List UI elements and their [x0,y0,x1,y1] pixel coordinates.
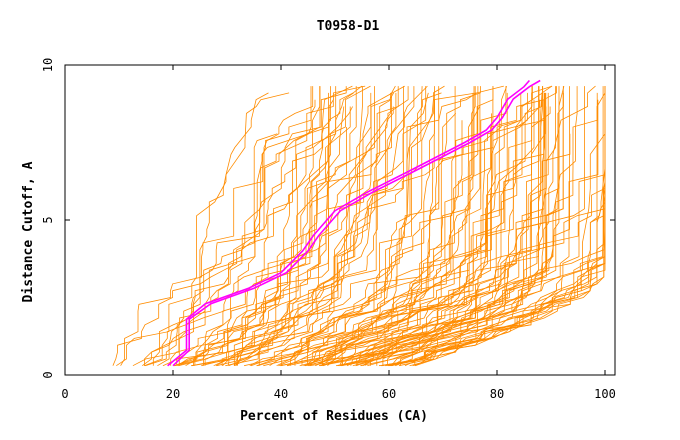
background-model-line [250,92,429,367]
background-model-line [257,85,445,367]
background-model-line [178,92,394,367]
background-model-line [258,85,428,366]
x-tick-label: 0 [61,387,68,401]
background-model-line [303,106,481,367]
background-model-line [378,86,565,367]
highlight-model-lines [167,79,541,367]
background-model-line [145,99,334,367]
x-tick-label: 40 [274,387,288,401]
background-model-line [191,86,375,367]
background-model-line [278,86,475,367]
background-model-line [178,99,316,366]
background-model-line [339,86,539,366]
background-model-line [132,133,278,367]
background-model-line [234,86,415,366]
background-model-line [318,86,533,367]
background-model-line [307,99,535,367]
background-model-line [361,99,545,367]
background-model-line [191,92,372,367]
background-model-line [414,99,606,366]
y-tick-label: 0 [41,371,55,378]
background-model-line [203,85,363,366]
background-model-line [201,85,405,367]
y-axis-label: Distance Cutoff, A [21,161,36,302]
background-model-line [152,86,314,366]
background-model-line [352,106,547,367]
background-model-line [342,92,528,366]
background-model-line [342,85,553,366]
background-model-line [404,86,606,367]
highlight-model-2-line [172,79,541,367]
y-tick-label: 10 [41,58,55,72]
background-model-line [233,92,397,366]
y-tick-label: 5 [41,216,55,223]
background-model-line [237,86,409,366]
background-model-line [120,86,312,366]
background-model-line [307,113,457,366]
background-model-line [355,86,570,367]
background-model-line [142,86,321,367]
background-model-line [249,92,478,367]
background-model-line [388,99,606,367]
background-model-line [162,85,353,367]
background-model-line [323,92,564,367]
background-model-line [304,86,494,367]
background-model-line [341,86,543,366]
background-model-line [362,85,596,367]
y-axis-ticks: 0 5 10 [41,58,615,379]
background-model-line [174,85,366,367]
background-model-line [367,86,585,367]
background-model-line [116,92,290,367]
background-model-line [244,92,442,367]
background-model-line [176,86,321,366]
background-model-line [227,99,392,366]
background-model-line [174,86,357,367]
background-model-line [305,92,522,367]
background-model-line [286,92,545,367]
background-model-line [185,85,371,367]
background-model-line [256,86,435,367]
x-tick-label: 80 [490,387,504,401]
x-tick-label: 100 [594,387,616,401]
background-model-line [170,86,337,366]
background-model-line [287,86,476,367]
background-model-line [280,106,551,367]
background-model-line [233,86,404,367]
background-model-line [263,92,546,367]
background-model-line [280,92,481,367]
background-model-line [193,92,354,366]
background-model-line [235,86,423,366]
background-model-line [144,86,332,366]
background-model-line [213,99,436,367]
x-tick-label: 20 [166,387,180,401]
chart-title: T0958-D1 [317,19,380,34]
background-model-line [391,86,604,367]
background-model-lines [112,85,606,367]
background-model-line [281,86,494,366]
background-model-line [339,85,553,367]
x-axis-ticks: 0 20 40 60 80 100 [61,65,616,401]
background-model-line [309,99,541,367]
background-model-line [112,92,269,366]
background-model-line [322,86,533,367]
background-model-line [356,86,564,366]
x-axis-label: Percent of Residues (CA) [240,409,428,424]
highlight-model-1-line [167,79,531,367]
x-tick-label: 60 [382,387,396,401]
